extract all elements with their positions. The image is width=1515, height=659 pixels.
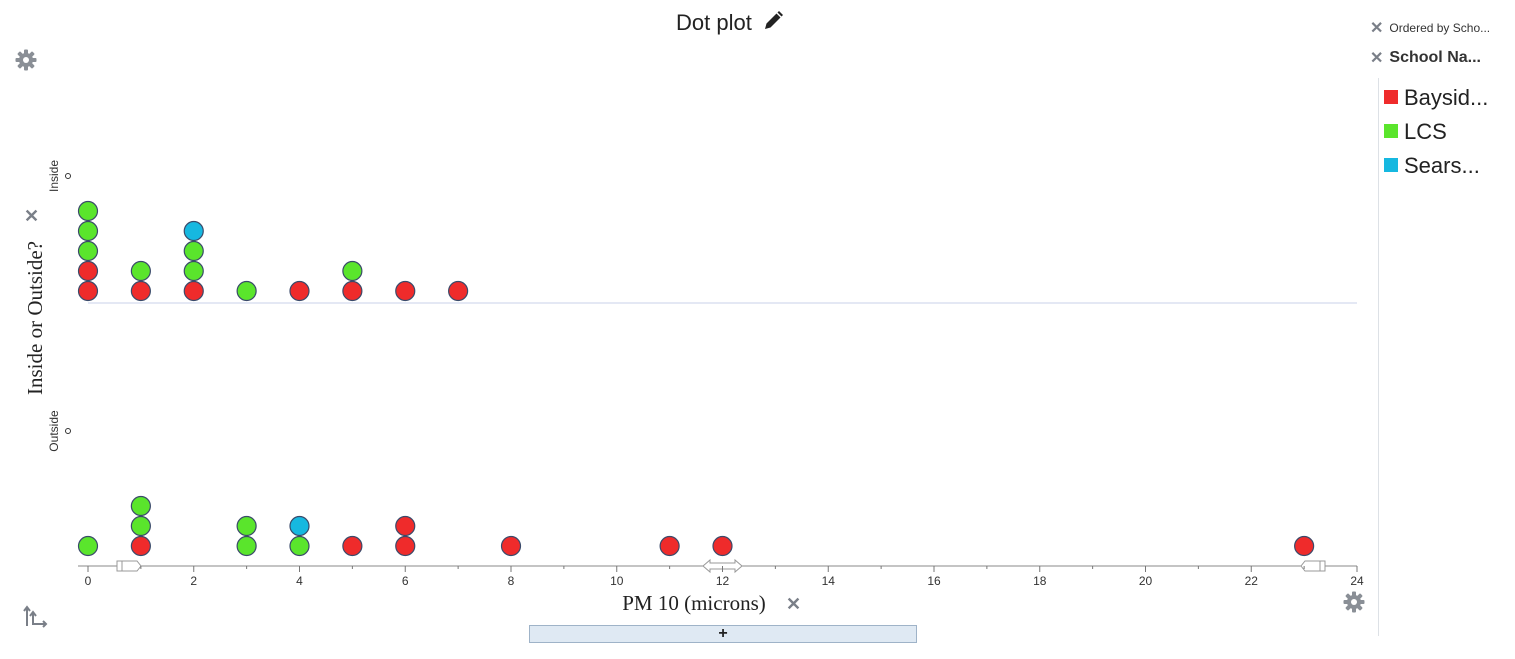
legend-swatch	[1384, 158, 1398, 172]
legend-item[interactable]: Sears...	[1384, 153, 1480, 179]
data-point[interactable]	[236, 515, 257, 537]
legend-item-label: LCS	[1404, 119, 1447, 144]
y-axis-label[interactable]: Inside or Outside?	[23, 241, 47, 395]
legend-swatch	[1384, 90, 1398, 104]
x-tick-label: 10	[610, 574, 624, 588]
data-point[interactable]	[448, 280, 469, 302]
gear-icon[interactable]	[1342, 590, 1366, 614]
data-point[interactable]	[77, 280, 99, 302]
data-point[interactable]	[236, 535, 257, 557]
data-point[interactable]	[130, 515, 151, 537]
x-tick-label: 22	[1245, 574, 1259, 588]
x-tick-label: 16	[927, 574, 941, 588]
legend-attribute-row: ✕ School Na...	[1370, 48, 1481, 68]
legend-item-label: Sears...	[1404, 153, 1480, 178]
data-point[interactable]	[130, 495, 151, 517]
legend-order-row: ✕ Ordered by Scho...	[1370, 18, 1490, 38]
legend-order-label: Ordered by Scho...	[1389, 21, 1491, 35]
add-attribute-button[interactable]: +	[529, 625, 917, 643]
data-point[interactable]	[130, 280, 151, 302]
y-category-dot	[65, 173, 71, 179]
data-point[interactable]	[395, 280, 416, 302]
data-point[interactable]	[183, 240, 204, 262]
legend-attribute-label[interactable]: School Na...	[1389, 49, 1481, 66]
legend-item[interactable]: LCS	[1384, 119, 1447, 145]
gear-icon[interactable]	[14, 48, 38, 72]
x-tick-label: 2	[190, 574, 197, 588]
y-category-label: Inside	[47, 160, 61, 192]
dots-layer[interactable]	[77, 200, 1315, 557]
swap-axes-icon[interactable]	[22, 604, 48, 635]
data-point[interactable]	[236, 280, 257, 302]
x-tick-label: 18	[1033, 574, 1047, 588]
x-tick-label: 12	[716, 574, 730, 588]
x-axis-label[interactable]: PM 10 (microns)	[622, 591, 766, 615]
data-point[interactable]	[712, 535, 733, 557]
pencil-icon[interactable]	[762, 10, 784, 38]
data-point[interactable]	[659, 535, 680, 557]
data-point[interactable]	[1294, 535, 1315, 557]
data-point[interactable]	[342, 260, 363, 282]
y-category-dot	[65, 428, 71, 434]
data-point[interactable]	[77, 220, 99, 242]
data-point[interactable]	[395, 515, 416, 537]
chart-title-row: Dot plot	[0, 10, 1460, 38]
data-point[interactable]	[500, 535, 522, 557]
x-ticks: 0 2 4 6 8 10 12 14 16 18 20 22 24	[85, 566, 1364, 588]
data-point[interactable]	[183, 280, 204, 302]
x-tick-label: 14	[822, 574, 836, 588]
data-point[interactable]	[289, 535, 310, 557]
data-point[interactable]	[77, 535, 99, 557]
x-tick-label: 20	[1139, 574, 1153, 588]
y-category-label: Outside	[47, 410, 61, 452]
data-point[interactable]	[395, 535, 416, 557]
remove-x-attribute-icon[interactable]: ✕	[786, 594, 802, 614]
axis-upper-handle[interactable]	[1300, 560, 1326, 572]
legend-item[interactable]: Baysid...	[1384, 85, 1488, 111]
x-tick-label: 6	[402, 574, 409, 588]
data-point[interactable]	[342, 280, 363, 302]
data-point[interactable]	[342, 535, 363, 557]
x-tick-label: 8	[508, 574, 515, 588]
close-icon[interactable]: ✕	[1370, 20, 1384, 37]
x-tick-label: 0	[85, 574, 92, 588]
legend-swatch	[1384, 124, 1398, 138]
data-point[interactable]	[77, 240, 99, 262]
chart-title[interactable]: Dot plot	[676, 10, 752, 35]
dot-plot[interactable]: Inside Outside Inside or Outside? PM 10 …	[0, 0, 1370, 659]
data-point[interactable]	[183, 260, 204, 282]
legend-divider	[1378, 78, 1379, 636]
data-point[interactable]	[289, 280, 310, 302]
legend-item-label: Baysid...	[1404, 85, 1489, 110]
data-point[interactable]	[289, 515, 310, 537]
x-tick-label: 4	[296, 574, 303, 588]
axis-lower-handle[interactable]	[116, 560, 142, 572]
close-icon[interactable]: ✕	[1370, 50, 1384, 67]
data-point[interactable]	[77, 200, 99, 222]
data-point[interactable]	[130, 535, 151, 557]
data-point[interactable]	[77, 260, 99, 282]
remove-y-attribute-icon[interactable]: ✕	[24, 206, 40, 226]
data-point[interactable]	[183, 220, 204, 242]
data-point[interactable]	[130, 260, 151, 282]
x-tick-label: 24	[1350, 574, 1364, 588]
